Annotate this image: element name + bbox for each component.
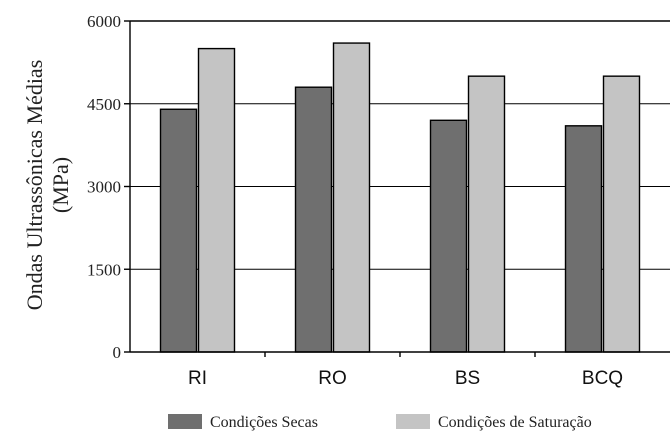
legend-swatch-secas — [168, 414, 202, 429]
legend-label-saturacao: Condições de Saturação — [438, 414, 592, 431]
y-axis-label-unit: (MPa) — [48, 157, 73, 213]
bar-bcq-series-1 — [602, 75, 641, 353]
bar-ro-series-0 — [294, 86, 333, 353]
y-tick-label: 4500 — [87, 95, 121, 114]
bar-ri-series-0 — [159, 108, 198, 353]
y-tick-label: 0 — [113, 343, 122, 362]
x-tick-label: RI — [188, 368, 207, 389]
x-tick-label: BS — [455, 368, 480, 389]
bar-bcq-series-0 — [564, 125, 603, 353]
x-tick-label: BCQ — [582, 368, 623, 389]
bar-ro-series-1 — [332, 42, 371, 353]
bar-ri-series-1 — [197, 47, 236, 353]
bar-bs-series-0 — [429, 119, 468, 353]
y-tick-label: 1500 — [87, 260, 121, 279]
y-tick-label: 6000 — [87, 12, 121, 31]
bars — [159, 42, 641, 353]
x-tick-label: RO — [318, 368, 347, 389]
x-ticks: RI RO BS BCQ — [188, 352, 623, 389]
legend-swatch-saturacao — [396, 414, 430, 429]
y-ticks: 0 1500 3000 4500 6000 — [87, 12, 130, 362]
y-tick-label: 3000 — [87, 178, 121, 197]
y-axis-label: Ondas Ultrassônicas Médias — [22, 60, 47, 311]
legend-label-secas: Condições Secas — [210, 414, 318, 431]
legend: Condições Secas Condições de Saturação — [168, 414, 592, 431]
bar-bs-series-1 — [467, 75, 506, 353]
